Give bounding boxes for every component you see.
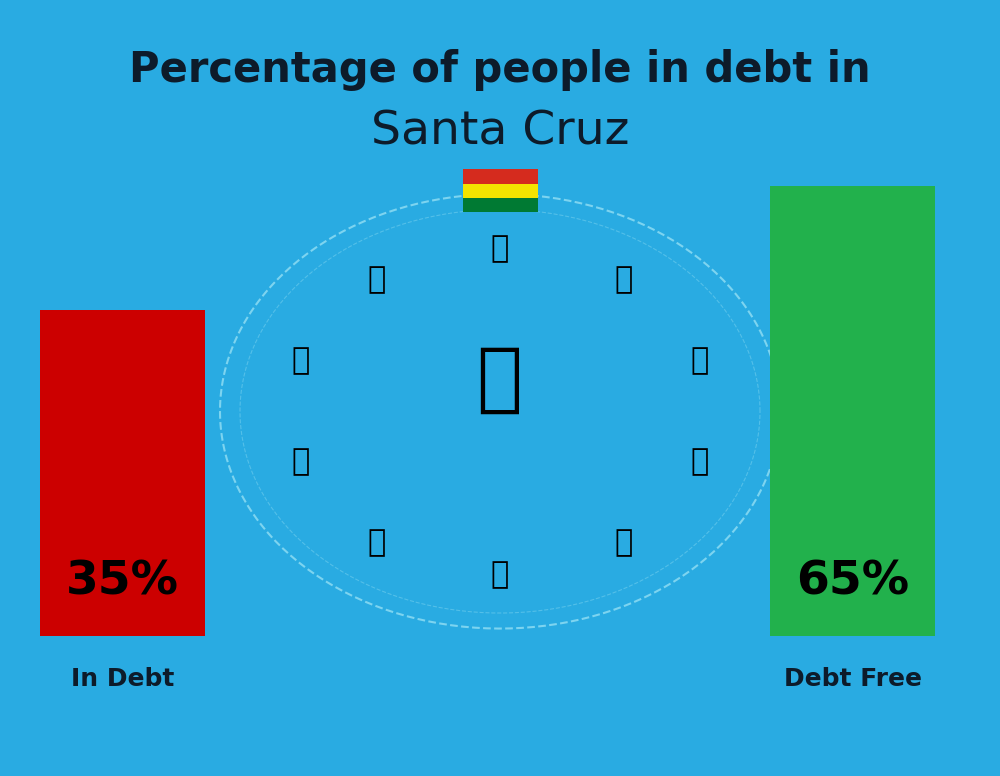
Text: 🏠: 🏠	[614, 528, 633, 558]
Text: 🏛️: 🏛️	[477, 343, 523, 417]
Text: 🚗: 🚗	[367, 265, 386, 294]
FancyBboxPatch shape	[462, 169, 538, 184]
Text: 📊: 📊	[614, 265, 633, 294]
Text: 65%: 65%	[796, 559, 909, 605]
FancyBboxPatch shape	[40, 310, 205, 636]
FancyBboxPatch shape	[462, 198, 538, 212]
Text: Percentage of people in debt in: Percentage of people in debt in	[129, 49, 871, 91]
Text: 35%: 35%	[66, 559, 179, 605]
Text: 🔑: 🔑	[291, 447, 309, 476]
FancyBboxPatch shape	[770, 186, 935, 636]
Text: 🎓: 🎓	[491, 234, 509, 263]
Text: In Debt: In Debt	[71, 667, 174, 691]
Text: Santa Cruz: Santa Cruz	[371, 109, 629, 154]
FancyBboxPatch shape	[462, 184, 538, 198]
Text: Debt Free: Debt Free	[784, 667, 922, 691]
Text: 📋: 📋	[367, 528, 386, 558]
Text: 💳: 💳	[691, 346, 709, 376]
Text: 💰: 💰	[691, 447, 709, 476]
Text: 🏦: 🏦	[491, 559, 509, 589]
Text: 💼: 💼	[291, 346, 309, 376]
